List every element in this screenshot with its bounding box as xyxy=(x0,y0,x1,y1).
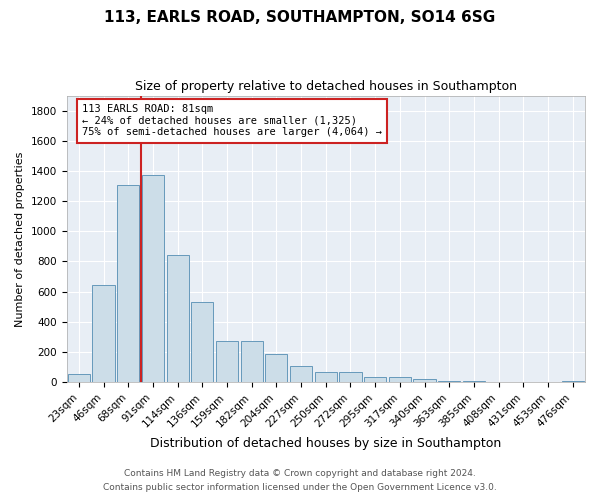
Bar xyxy=(364,377,386,382)
Bar xyxy=(265,354,287,382)
Text: 113, EARLS ROAD, SOUTHAMPTON, SO14 6SG: 113, EARLS ROAD, SOUTHAMPTON, SO14 6SG xyxy=(104,10,496,25)
Bar xyxy=(314,372,337,382)
Bar xyxy=(562,380,584,382)
Bar xyxy=(191,302,214,382)
Title: Size of property relative to detached houses in Southampton: Size of property relative to detached ho… xyxy=(135,80,517,93)
Bar xyxy=(438,380,460,382)
Text: 113 EARLS ROAD: 81sqm
← 24% of detached houses are smaller (1,325)
75% of semi-d: 113 EARLS ROAD: 81sqm ← 24% of detached … xyxy=(82,104,382,138)
Bar xyxy=(92,285,115,382)
Bar xyxy=(340,372,362,382)
Bar xyxy=(117,184,139,382)
Bar xyxy=(68,374,90,382)
Y-axis label: Number of detached properties: Number of detached properties xyxy=(15,151,25,326)
Bar xyxy=(413,379,436,382)
Bar xyxy=(167,254,189,382)
Text: Contains HM Land Registry data © Crown copyright and database right 2024.: Contains HM Land Registry data © Crown c… xyxy=(124,468,476,477)
Bar xyxy=(389,377,411,382)
Bar xyxy=(463,380,485,382)
Bar xyxy=(142,174,164,382)
X-axis label: Distribution of detached houses by size in Southampton: Distribution of detached houses by size … xyxy=(150,437,502,450)
Bar xyxy=(216,340,238,382)
Bar xyxy=(290,366,312,382)
Bar xyxy=(241,340,263,382)
Text: Contains public sector information licensed under the Open Government Licence v3: Contains public sector information licen… xyxy=(103,484,497,492)
